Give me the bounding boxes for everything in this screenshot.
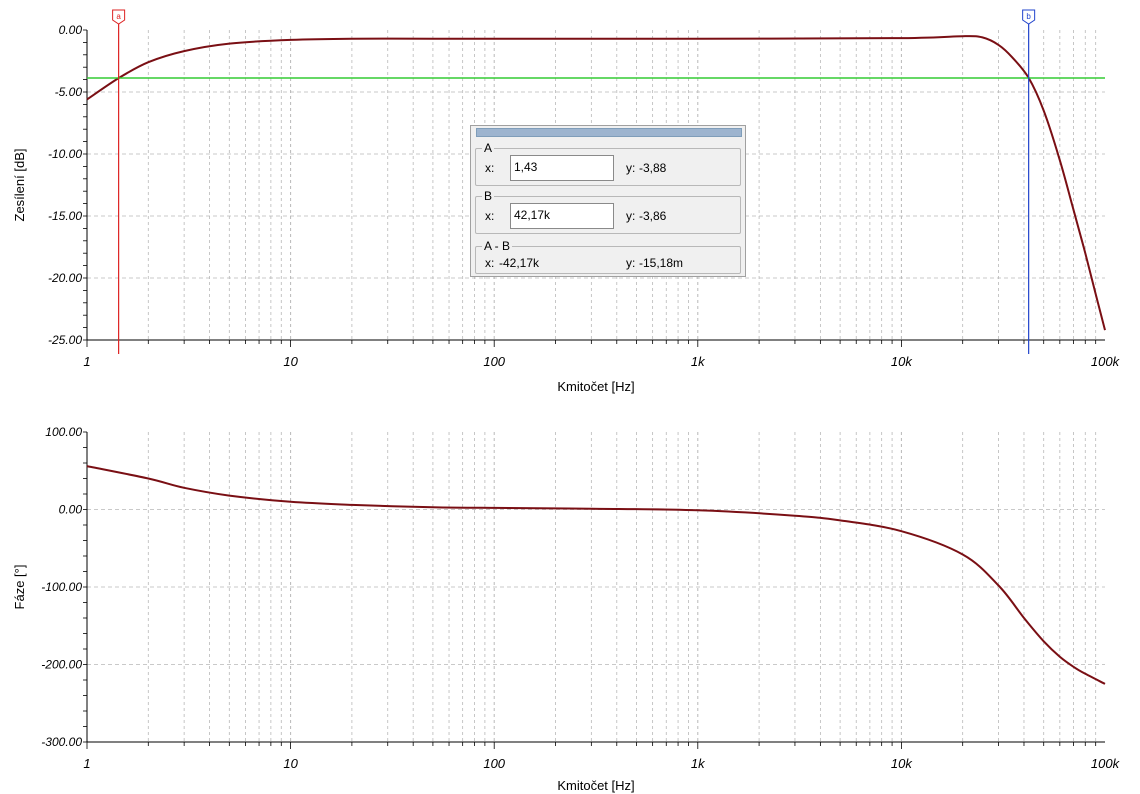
phase-plot: 100.00 0.00 -100.00 -200.00 -300.00 1 10 100 1k…	[12, 425, 1121, 793]
cursor-diff-y-value: -15,18m	[639, 256, 684, 270]
phase-y-tick-label: 100.00	[45, 425, 82, 439]
phase-y-tick-label: 0.00	[59, 503, 83, 517]
gain-grid	[86, 30, 1105, 340]
dialog-title-bar[interactable]	[476, 128, 742, 137]
phase-x-axis-label: Kmitočet [Hz]	[557, 778, 634, 793]
cursor-b-handle[interactable]	[1022, 9, 1036, 25]
gain-y-tick-label: -15.00	[48, 209, 82, 223]
gain-x-tick-label: 10k	[891, 354, 913, 369]
cursor-b-x-input[interactable]: 42,17k	[510, 203, 614, 229]
phase-x-tick-label: 10	[283, 756, 298, 771]
phase-series	[86, 465, 1106, 685]
cursor-a-x-label: x:	[485, 161, 495, 175]
cursor-readout-dialog[interactable]: A x: 1,43 y: -3,88 B x: 42,17k y: -3,86 …	[470, 125, 746, 277]
gain-y-tick-label: -20.00	[48, 271, 82, 285]
cursor-a-y-value: -3,88	[639, 161, 667, 175]
cursor-b-tag: b	[1026, 12, 1031, 21]
gain-y-tick-label: -10.00	[48, 147, 82, 161]
gain-x-tick-label: 100k	[1091, 354, 1121, 369]
gain-x-ticks: 1 10 100 1k 10k 100k	[83, 340, 1121, 369]
gain-y-axis-label: Zesílení [dB]	[12, 149, 27, 222]
phase-x-ticks: 1 10 100 1k 10k 100k	[83, 742, 1121, 771]
phase-plot-area	[87, 432, 1105, 742]
gain-x-axis-label: Kmitočet [Hz]	[557, 379, 634, 394]
cursor-b-x-label: x:	[485, 209, 495, 223]
cursor-diff-y-label: y:	[626, 256, 636, 270]
gain-x-tick-label: 10	[283, 354, 298, 369]
phase-y-axis-label: Fáze [°]	[12, 565, 27, 610]
gain-x-tick-label: 1k	[691, 354, 706, 369]
cursor-a-y-label: y:	[626, 161, 636, 175]
gain-x-tick-label: 100	[483, 354, 505, 369]
cursor-a-handle[interactable]	[112, 9, 126, 25]
cursor-diff-label: A - B	[482, 239, 513, 253]
phase-y-tick-label: -100.00	[41, 580, 82, 594]
cursor-diff-x-label: x:	[485, 256, 495, 270]
phase-y-ticks: 100.00 0.00 -100.00 -200.00 -300.00	[41, 425, 1105, 749]
phase-y-tick-label: -200.00	[41, 658, 82, 672]
gain-series	[86, 35, 1106, 331]
phase-grid	[86, 432, 1105, 742]
gain-x-tick-label: 1	[83, 354, 90, 369]
cursor-b-label: B	[482, 189, 495, 203]
phase-x-tick-label: 1	[83, 756, 90, 771]
gain-y-ticks: 0.00 -5.00 -10.00 -15.00 -20.00 -25.00	[48, 23, 1105, 347]
gain-y-tick-label: -25.00	[48, 333, 82, 347]
gain-y-tick-label: -5.00	[55, 85, 83, 99]
phase-curve	[86, 465, 1106, 685]
gain-curve	[86, 35, 1106, 331]
phase-x-tick-label: 100	[483, 756, 505, 771]
cursor-a-label: A	[482, 141, 495, 155]
cursor-diff-x-value: -42,17k	[499, 256, 540, 270]
phase-y-tick-label: -300.00	[41, 735, 82, 749]
cursor-a-group: A x: 1,43 y: -3,88	[475, 141, 741, 186]
cursor-b-group: B x: 42,17k y: -3,86	[475, 189, 741, 234]
gain-plot: 0.00 -5.00 -10.00 -15.00 -20.00 -25.00 1 10 100…	[12, 9, 1121, 394]
cursor-a-x-input[interactable]: 1,43	[510, 155, 614, 181]
cursor-diff-group: A - B x: -42,17k y: -15,18m	[475, 239, 741, 274]
phase-x-tick-label: 10k	[891, 756, 913, 771]
cursor-b-y-value: -3,86	[639, 209, 667, 223]
gain-y-tick-label: 0.00	[59, 23, 83, 37]
phase-x-tick-label: 1k	[691, 756, 706, 771]
cursor-a-tag: a	[116, 12, 121, 21]
cursor-b-y-label: y:	[626, 209, 636, 223]
phase-x-tick-label: 100k	[1091, 756, 1121, 771]
